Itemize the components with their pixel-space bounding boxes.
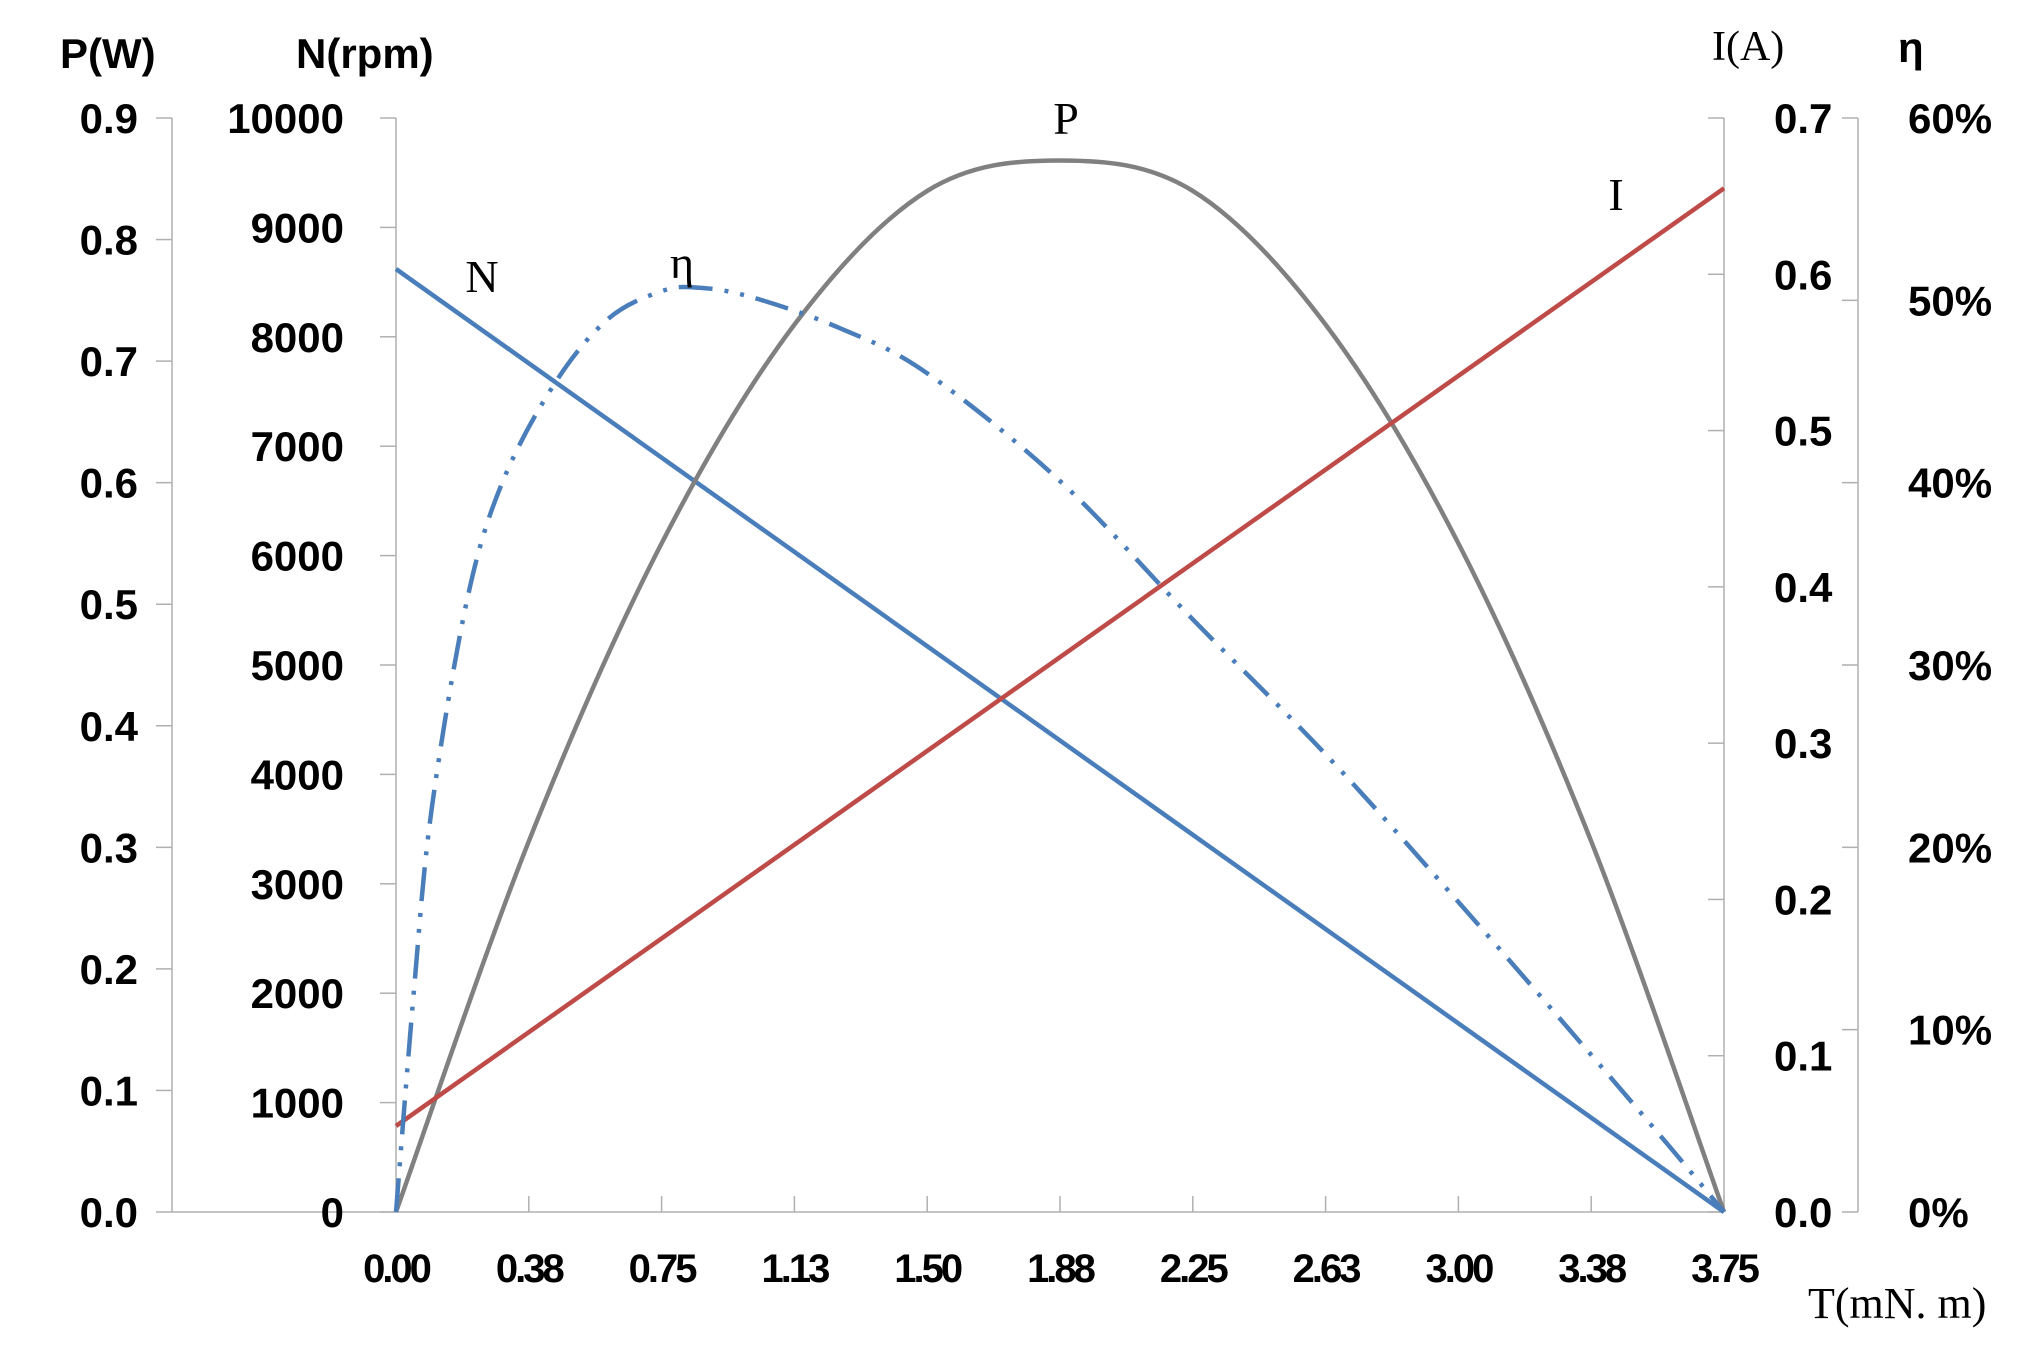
speed-tick-label: 3000 — [251, 861, 344, 908]
speed-tick-label: 7000 — [251, 423, 344, 470]
speed-tick-label: 9000 — [251, 204, 344, 251]
series-i-line — [394, 186, 1726, 1128]
power-tick-label: 0.1 — [80, 1067, 138, 1114]
current-tick-label: 0.7 — [1774, 95, 1832, 142]
speed-tick-label: 10000 — [227, 95, 344, 142]
power-tick-label: 0.9 — [80, 95, 138, 142]
power-axis-title: P(W) — [60, 30, 156, 77]
power-tick-label: 0.2 — [80, 946, 138, 993]
speed-tick-label: 1000 — [251, 1080, 344, 1127]
series-eta-label: η — [670, 237, 694, 288]
x-tick-label: 0.75 — [629, 1247, 698, 1291]
power-tick-label: 0.4 — [80, 703, 139, 750]
x-tick-label: 1.88 — [1027, 1247, 1096, 1291]
x-tick-label: 0.38 — [496, 1247, 565, 1291]
efficiency-tick-label: 30% — [1908, 642, 1992, 689]
series-i-label: I — [1608, 169, 1623, 220]
efficiency-tick-label: 20% — [1908, 824, 1992, 871]
speed-tick-label: 6000 — [251, 533, 344, 580]
efficiency-tick-label: 50% — [1908, 277, 1992, 324]
efficiency-tick-label: 0% — [1908, 1189, 1969, 1236]
x-tick-label: 3.75 — [1691, 1247, 1760, 1291]
x-tick-label: 0.00 — [363, 1247, 431, 1291]
power-tick-label: 0.8 — [80, 217, 138, 264]
current-tick-label: 0.6 — [1774, 251, 1832, 298]
speed-tick-label: 4000 — [251, 751, 344, 798]
power-tick-label: 0.5 — [80, 581, 138, 628]
x-tick-label: 2.63 — [1293, 1247, 1361, 1291]
efficiency-tick-label: 60% — [1908, 95, 1992, 142]
series-p-line — [393, 158, 1727, 1213]
x-tick-label: 2.25 — [1160, 1247, 1229, 1291]
x-axis-title: T(mN. m) — [1808, 1279, 1986, 1328]
axes — [156, 117, 1859, 1213]
series-eta-line — [393, 284, 1726, 1214]
x-tick-label: 1.13 — [761, 1247, 829, 1291]
efficiency-axis-title: η — [1898, 24, 1924, 71]
power-tick-label: 0.0 — [80, 1189, 138, 1236]
power-tick-label: 0.3 — [80, 824, 138, 871]
current-axis-title: I(A) — [1712, 24, 1784, 70]
current-tick-label: 0.3 — [1774, 720, 1832, 767]
speed-axis-title: N(rpm) — [296, 30, 434, 77]
speed-tick-label: 5000 — [251, 642, 344, 689]
power-tick-label: 0.6 — [80, 460, 138, 507]
x-tick-label: 3.00 — [1425, 1247, 1493, 1291]
speed-tick-label: 2000 — [251, 970, 344, 1017]
current-tick-label: 0.0 — [1774, 1189, 1832, 1236]
current-tick-label: 0.4 — [1774, 564, 1833, 611]
speed-tick-label: 8000 — [251, 314, 344, 361]
series-n-line — [394, 267, 1726, 1214]
x-tick-label: 1.50 — [894, 1247, 962, 1291]
series-p-label: P — [1053, 93, 1079, 144]
labels: 0.0 0.1 0.2 0.3 0.4 0.5 0.6 0.7 0.8 0.9 P(W) 0 1000 2… — [60, 24, 1992, 1328]
series — [393, 158, 1727, 1214]
series-n-label: N — [465, 251, 498, 302]
efficiency-tick-label: 10% — [1908, 1007, 1992, 1054]
current-tick-label: 0.5 — [1774, 408, 1832, 455]
current-tick-label: 0.1 — [1774, 1033, 1832, 1080]
efficiency-tick-label: 40% — [1908, 460, 1992, 507]
current-tick-label: 0.2 — [1774, 876, 1832, 923]
power-tick-label: 0.7 — [80, 338, 138, 385]
x-tick-label: 3.38 — [1558, 1247, 1627, 1291]
speed-tick-label: 0 — [321, 1189, 344, 1236]
